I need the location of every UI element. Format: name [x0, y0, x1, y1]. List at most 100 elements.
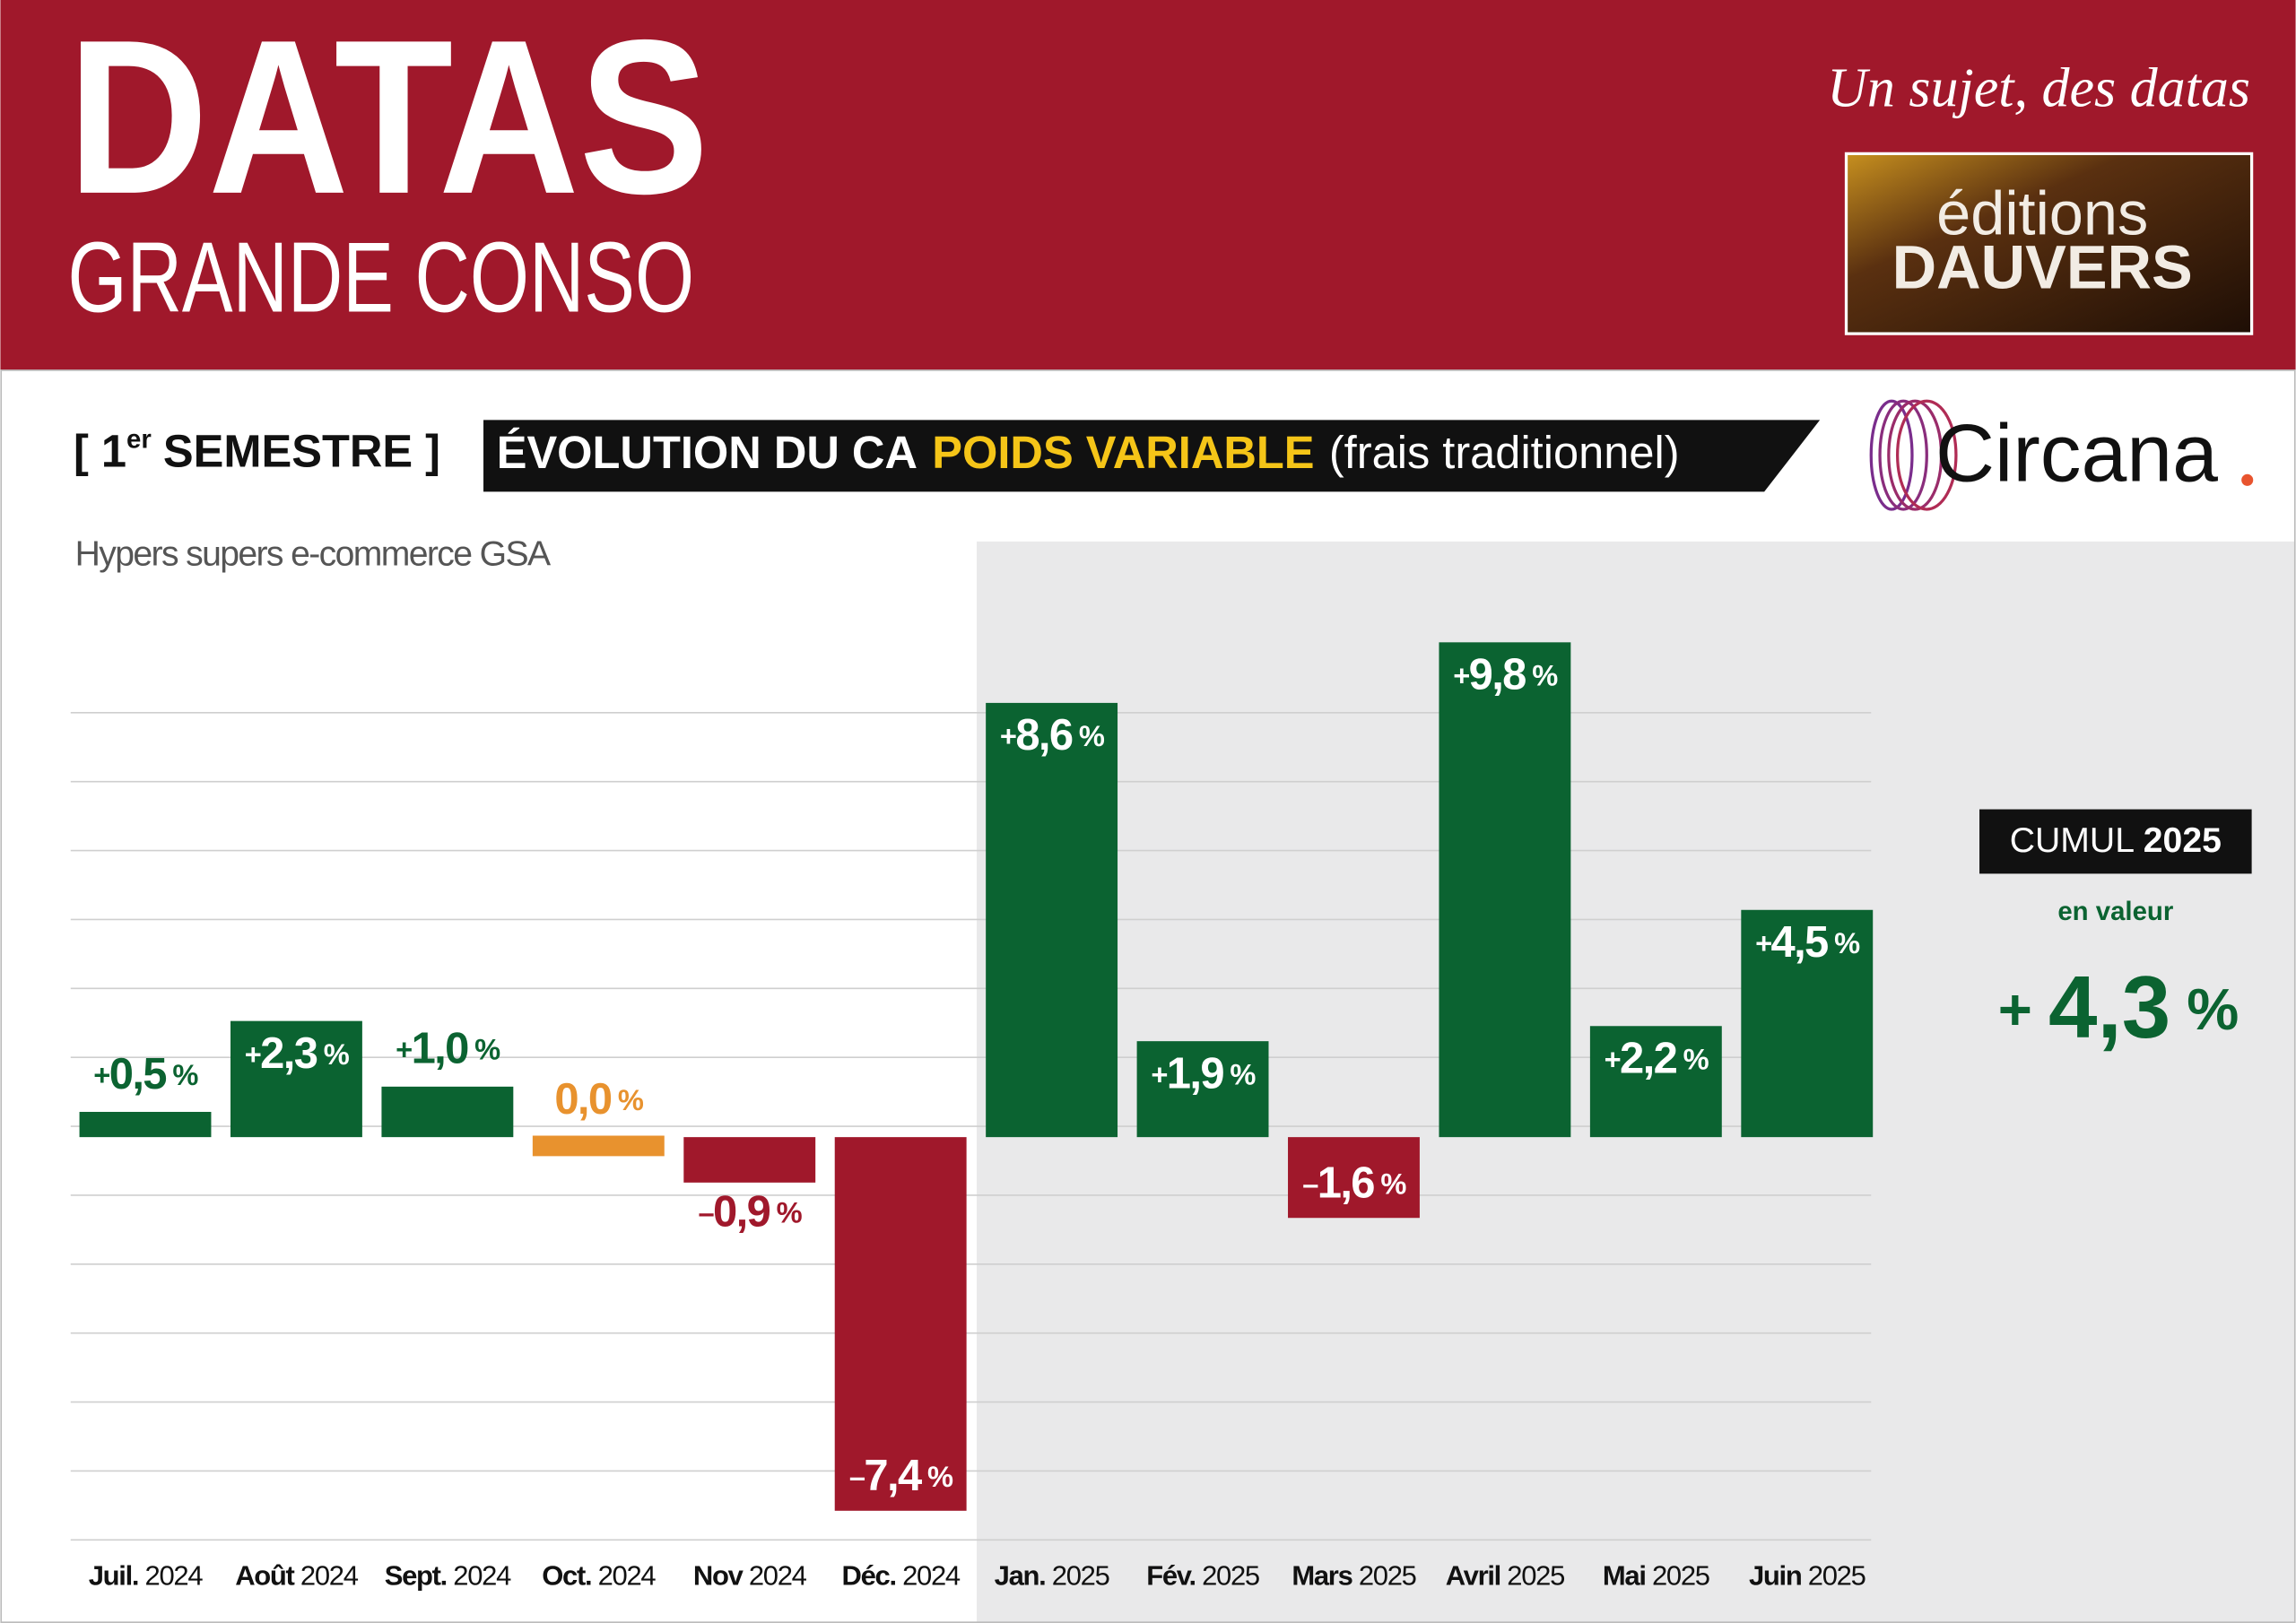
cumul-note: en valeur	[2057, 897, 2173, 926]
cumul-label: CUMUL 2025	[2010, 821, 2222, 860]
label-part: Août	[235, 1560, 294, 1592]
label-part: +	[1453, 658, 1469, 691]
label-part: 2025	[1045, 1560, 1109, 1592]
x-tick-label: Jan. 2025	[995, 1560, 1109, 1592]
label-part: Juil.	[89, 1560, 139, 1592]
x-tick-label: Oct. 2024	[542, 1560, 656, 1592]
label-part: %	[611, 1083, 643, 1116]
x-tick-label: Fév. 2025	[1146, 1560, 1259, 1592]
label-part: %	[1072, 719, 1104, 752]
label-part: Sept.	[385, 1560, 447, 1592]
source-logo: Circana	[1935, 408, 2218, 499]
title-note: (frais traditionnel)	[1329, 428, 1680, 479]
label-part: 2,2	[1620, 1034, 1677, 1082]
label-part: 0,0	[554, 1075, 612, 1124]
label-part: 2025	[1196, 1560, 1259, 1592]
label-part: Déc.	[842, 1560, 896, 1592]
label-part: %	[770, 1195, 802, 1228]
value-label: +4,5 %	[1755, 918, 1860, 967]
label-part: Mai	[1603, 1560, 1646, 1592]
label-part: %	[317, 1037, 349, 1070]
value-label: –0,9 %	[698, 1188, 802, 1237]
label-part: %	[1828, 926, 1860, 959]
label-part: %	[921, 1460, 953, 1493]
header-subtitle: GRANDE CONSO	[68, 222, 695, 334]
label-part: Jan.	[995, 1560, 1046, 1592]
bar	[230, 1020, 362, 1138]
label-part: 0,9	[713, 1188, 770, 1237]
bar	[381, 1086, 514, 1138]
label-part: +	[1605, 1042, 1621, 1075]
label-part: Oct.	[542, 1560, 591, 1592]
circana-rings	[1869, 399, 1958, 511]
label-part: 8,6	[1015, 711, 1073, 759]
label-part: Nov	[693, 1560, 744, 1592]
chart-subtitle: Hypers supers e-commerce GSA	[75, 535, 552, 574]
logo-line: DAUVERS	[1892, 233, 2193, 302]
label-part: 2025	[1352, 1560, 1416, 1592]
label-part: %	[1223, 1057, 1256, 1090]
label-part: 2024	[896, 1560, 961, 1592]
label-part: 0,5	[109, 1050, 167, 1098]
bar	[1288, 1137, 1420, 1219]
label-part: 4,5	[1770, 918, 1828, 967]
tagline: Un sujet, des datas	[1827, 58, 2250, 119]
frame	[0, 369, 2296, 1623]
label-part: 1,9	[1167, 1049, 1224, 1098]
x-tick-label: Juil. 2024	[89, 1560, 204, 1592]
label-part: 2024	[138, 1560, 203, 1592]
value-label: +1,0 %	[396, 1025, 500, 1073]
label-part: %	[1526, 658, 1558, 691]
x-tick-label: Déc. 2024	[842, 1560, 961, 1592]
label-part: 2025	[1801, 1560, 1865, 1592]
value-label: +2,3 %	[245, 1029, 350, 1078]
label-part: Mars	[1292, 1560, 1352, 1592]
x-tick-label: Juin 2025	[1749, 1560, 1866, 1592]
value-label: +2,2 %	[1605, 1034, 1709, 1082]
label-part: +	[1998, 976, 2048, 1042]
cumul-year: 2025	[2144, 821, 2222, 860]
bar	[834, 1137, 967, 1511]
label-part: +	[396, 1032, 412, 1065]
bar	[1136, 1041, 1269, 1138]
label-part: +	[1755, 926, 1771, 959]
x-tick-label: Mars 2025	[1292, 1560, 1415, 1592]
bar	[1439, 642, 1571, 1138]
cumul-text: CUMUL	[2010, 821, 2135, 860]
label-part: –	[698, 1195, 714, 1228]
bar	[79, 1111, 212, 1138]
bar	[683, 1137, 816, 1183]
value-label: 0,0 %	[554, 1075, 644, 1124]
label-part: Juin	[1749, 1560, 1802, 1592]
label-part: 1,0	[412, 1025, 469, 1073]
title-band	[483, 420, 1821, 492]
label-part: %	[1374, 1167, 1406, 1200]
bar	[1589, 1026, 1722, 1138]
label-part: 2024	[294, 1560, 359, 1592]
cumul-box	[1979, 809, 2252, 874]
value-label: +8,6 %	[1000, 711, 1105, 759]
period-sup: er	[126, 424, 152, 454]
label-part: 2,3	[260, 1029, 317, 1078]
label-part: 2025	[1500, 1560, 1564, 1592]
label-part: +	[1151, 1057, 1167, 1090]
title-main: ÉVOLUTION DU CA	[497, 428, 918, 479]
value-label: +0,5 %	[93, 1050, 198, 1098]
label-part: %	[166, 1057, 198, 1090]
label-part: 2024	[591, 1560, 656, 1592]
value-label: –1,6 %	[1302, 1159, 1406, 1207]
label-part: 9,8	[1469, 650, 1526, 699]
logo-dot	[2241, 473, 2254, 486]
period: [ 1er SEMESTRE ]	[74, 424, 440, 477]
bar	[986, 702, 1118, 1138]
value-label: +1,9 %	[1151, 1049, 1256, 1098]
label-part: +	[1000, 719, 1016, 752]
x-tick-label: Nov 2024	[693, 1560, 807, 1592]
x-tick-label: Sept. 2024	[385, 1560, 511, 1592]
label-part: 4,3	[2048, 958, 2170, 1056]
label-part: 2025	[1646, 1560, 1709, 1592]
label-part: %	[2170, 976, 2239, 1042]
value-label: +9,8 %	[1453, 650, 1558, 699]
label-part: 7,4	[864, 1452, 922, 1500]
